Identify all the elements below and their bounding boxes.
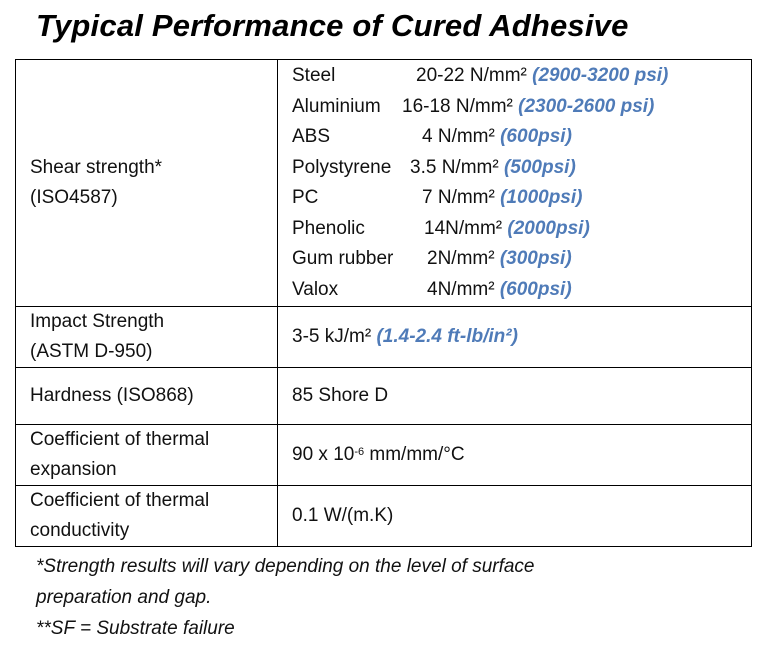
material-name: Valox — [292, 278, 339, 300]
material-imperial-value: (600psi) — [500, 126, 572, 147]
impact-label-cell: Impact Strength (ASTM D-950) — [15, 306, 278, 368]
material-row: ABS 4 N/mm² (600psi) — [292, 122, 751, 153]
material-metric-value: 2N/mm² — [427, 248, 495, 269]
material-value-group: 20-22 N/mm² (2900-3200 psi) — [416, 61, 668, 91]
expansion-value-base: 90 x 10 — [292, 444, 355, 465]
material-name: ABS — [292, 126, 331, 147]
material-metric-value: 3.5 N/mm² — [410, 156, 499, 178]
impact-imperial: (1.4-2.4 ft-lb/in²) — [376, 326, 518, 347]
table-row-shear-strength: Shear strength* (ISO4587) Steel 20-22 N/m… — [15, 59, 752, 307]
material-row: Steel 20-22 N/mm² (2900-3200 psi) — [292, 61, 751, 92]
material-imperial-value: (500psi) — [503, 156, 576, 178]
expansion-value-unit: mm/mm/°C — [364, 444, 465, 465]
impact-value-cell: 3-5 kJ/m² (1.4-2.4 ft-lb/in²) — [277, 306, 752, 368]
shear-standard: (ISO4587) — [30, 187, 118, 208]
material-metric-value: 20-22 N/mm² — [416, 65, 527, 86]
performance-table: Shear strength* (ISO4587) Steel 20-22 N/m… — [15, 59, 752, 547]
material-imperial-value: (300psi) — [499, 248, 572, 269]
table-row-impact-strength: Impact Strength (ASTM D-950) 3-5 kJ/m² (… — [15, 306, 752, 368]
conductivity-label-cont: conductivity — [30, 520, 130, 541]
conductivity-value-cell: 0.1 W/(m.K) — [277, 485, 752, 547]
expansion-value-exponent: -6 — [354, 446, 365, 458]
material-value-group: 4N/mm² (600psi) — [427, 275, 572, 305]
expansion-label-cell: Coefficient of thermal expansion — [15, 424, 278, 486]
conductivity-label: Coefficient of thermal — [30, 490, 210, 511]
material-value-group: 4 N/mm² (600psi) — [422, 122, 572, 152]
page-title: Typical Performance of Cured Adhesive — [36, 8, 629, 43]
footnote-strength: *Strength results will vary depending on… — [36, 556, 535, 577]
material-imperial-value: (2000psi) — [507, 217, 590, 239]
table-row-thermal-expansion: Coefficient of thermal expansion 90 x 10… — [15, 424, 752, 486]
material-value-group: 14N/mm² (2000psi) — [424, 214, 590, 244]
material-metric-value: 4N/mm² — [427, 278, 495, 300]
material-metric-value: 14N/mm² — [424, 217, 503, 239]
material-imperial-value: (2300-2600 psi) — [518, 95, 655, 117]
material-row: Valox 4N/mm² (600psi) — [292, 275, 751, 306]
hardness-label: Hardness (ISO868) — [30, 385, 194, 406]
material-row: Aluminium 16-18 N/mm² (2300-2600 psi) — [292, 92, 751, 123]
material-imperial-value: (600psi) — [499, 278, 572, 300]
conductivity-value: 0.1 W/(m.K) — [292, 505, 394, 526]
material-row: PC 7 N/mm² (1000psi) — [292, 183, 751, 214]
material-name: PC — [292, 187, 319, 208]
material-metric-value: 16-18 N/mm² — [402, 95, 513, 117]
shear-values-cell: Steel 20-22 N/mm² (2900-3200 psi) Aluminiu… — [277, 59, 752, 307]
material-name: Steel — [292, 65, 336, 86]
expansion-label-cont: expansion — [30, 459, 117, 480]
footnote-substrate-failure: **SF = Substrate failure — [36, 618, 235, 639]
expansion-label: Coefficient of thermal — [30, 429, 210, 450]
impact-standard: (ASTM D-950) — [30, 341, 153, 362]
material-metric-value: 4 N/mm² — [422, 126, 495, 147]
material-value-group: 2N/mm² (300psi) — [427, 244, 572, 274]
material-list: Steel 20-22 N/mm² (2900-3200 psi) Aluminiu… — [292, 61, 751, 305]
material-value-group: 7 N/mm² (1000psi) — [422, 183, 582, 213]
shear-label-cell: Shear strength* (ISO4587) — [15, 59, 278, 307]
footnote-strength-cont: preparation and gap. — [36, 587, 212, 608]
material-name: Aluminium — [292, 95, 381, 117]
material-row: Phenolic 14N/mm² (2000psi) — [292, 214, 751, 245]
material-row: Polystyrene 3.5 N/mm² (500psi) — [292, 153, 751, 184]
material-imperial-value: (2900-3200 psi) — [532, 65, 669, 86]
impact-label: Impact Strength — [30, 311, 165, 332]
table-row-hardness: Hardness (ISO868) 85 Shore D — [15, 367, 752, 425]
footnotes: *Strength results will vary depending on… — [36, 551, 535, 644]
material-name: Polystyrene — [292, 156, 392, 178]
conductivity-label-cell: Coefficient of thermal conductivity — [15, 485, 278, 547]
table-row-thermal-conductivity: Coefficient of thermal conductivity 0.1 … — [15, 485, 752, 547]
material-imperial-value: (1000psi) — [500, 187, 583, 208]
hardness-value-cell: 85 Shore D — [277, 367, 752, 425]
material-row: Gum rubber 2N/mm² (300psi) — [292, 244, 751, 275]
material-value-group: 3.5 N/mm² (500psi) — [410, 153, 576, 183]
material-name: Phenolic — [292, 217, 365, 239]
expansion-value-cell: 90 x 10-6 mm/mm/°C — [277, 424, 752, 486]
material-value-group: 16-18 N/mm² (2300-2600 psi) — [402, 92, 654, 122]
material-metric-value: 7 N/mm² — [422, 187, 495, 208]
shear-label: Shear strength* — [30, 157, 163, 178]
hardness-value: 85 Shore D — [292, 385, 389, 406]
hardness-label-cell: Hardness (ISO868) — [15, 367, 278, 425]
material-name: Gum rubber — [292, 248, 394, 269]
impact-value: 3-5 kJ/m² — [292, 326, 372, 347]
